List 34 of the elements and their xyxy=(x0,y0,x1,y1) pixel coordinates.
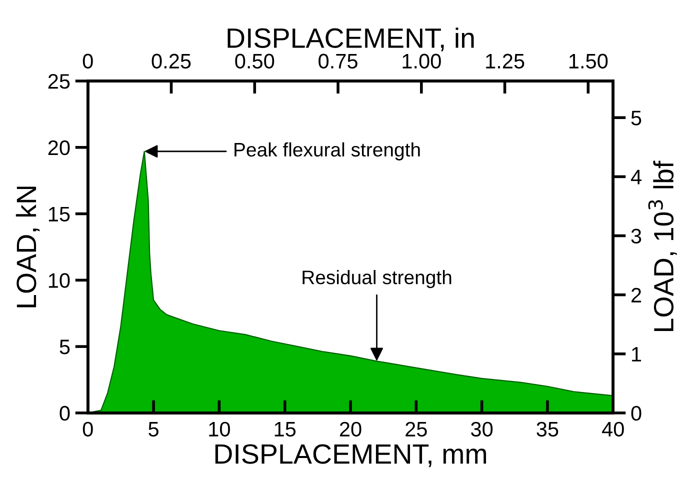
y2-tick-label: 0 xyxy=(631,406,642,421)
x2-axis-title: DISPLACEMENT, in xyxy=(228,28,474,52)
y-tick-label: 25 xyxy=(48,74,70,89)
y-tick-label: 20 xyxy=(48,140,70,156)
x-tick-label: 35 xyxy=(536,422,558,437)
x-tick-label: 30 xyxy=(471,422,493,437)
y2-axis-title: LOAD, 10$^{3}$ lbf xyxy=(648,160,677,331)
x2-tick-label: 1.50 xyxy=(569,54,608,69)
x-axis-title: DISPLACEMENT, mm xyxy=(215,444,486,468)
x-tick-label: 0 xyxy=(82,422,93,437)
x2-tick-label: 0.75 xyxy=(318,54,358,69)
x-tick-label: 5 xyxy=(148,422,158,437)
x2-tick-label: 0.50 xyxy=(235,54,274,69)
x2-tick-label: 0.25 xyxy=(152,54,191,69)
x-tick-label: 10 xyxy=(209,422,230,437)
y2-tick-label: 5 xyxy=(631,110,642,126)
x2-tick-label: 0 xyxy=(82,54,93,69)
y-tick-label: 15 xyxy=(48,207,70,222)
y2-tick-label: 2 xyxy=(632,288,642,302)
y-tick-label: 10 xyxy=(48,273,70,288)
y2-tick-label: 3 xyxy=(631,228,642,244)
x-tick-label: 25 xyxy=(406,422,427,437)
annotation: Residual strength xyxy=(302,270,452,288)
y2-tick-label: 4 xyxy=(630,170,642,184)
y-axis-title: LOAD, kN xyxy=(16,186,40,308)
x-tick-label: 15 xyxy=(274,422,296,437)
annotation: Peak flexural strength xyxy=(234,142,420,160)
x2-tick-label: 1.25 xyxy=(486,54,524,69)
x-tick-label: 20 xyxy=(340,422,362,437)
x2-tick-label: 1.00 xyxy=(402,54,441,69)
y-tick-label: 5 xyxy=(60,340,70,354)
y-tick-label: 0 xyxy=(60,406,70,421)
x-tick-label: 40 xyxy=(602,422,624,437)
y2-tick-label: 1 xyxy=(632,347,642,362)
